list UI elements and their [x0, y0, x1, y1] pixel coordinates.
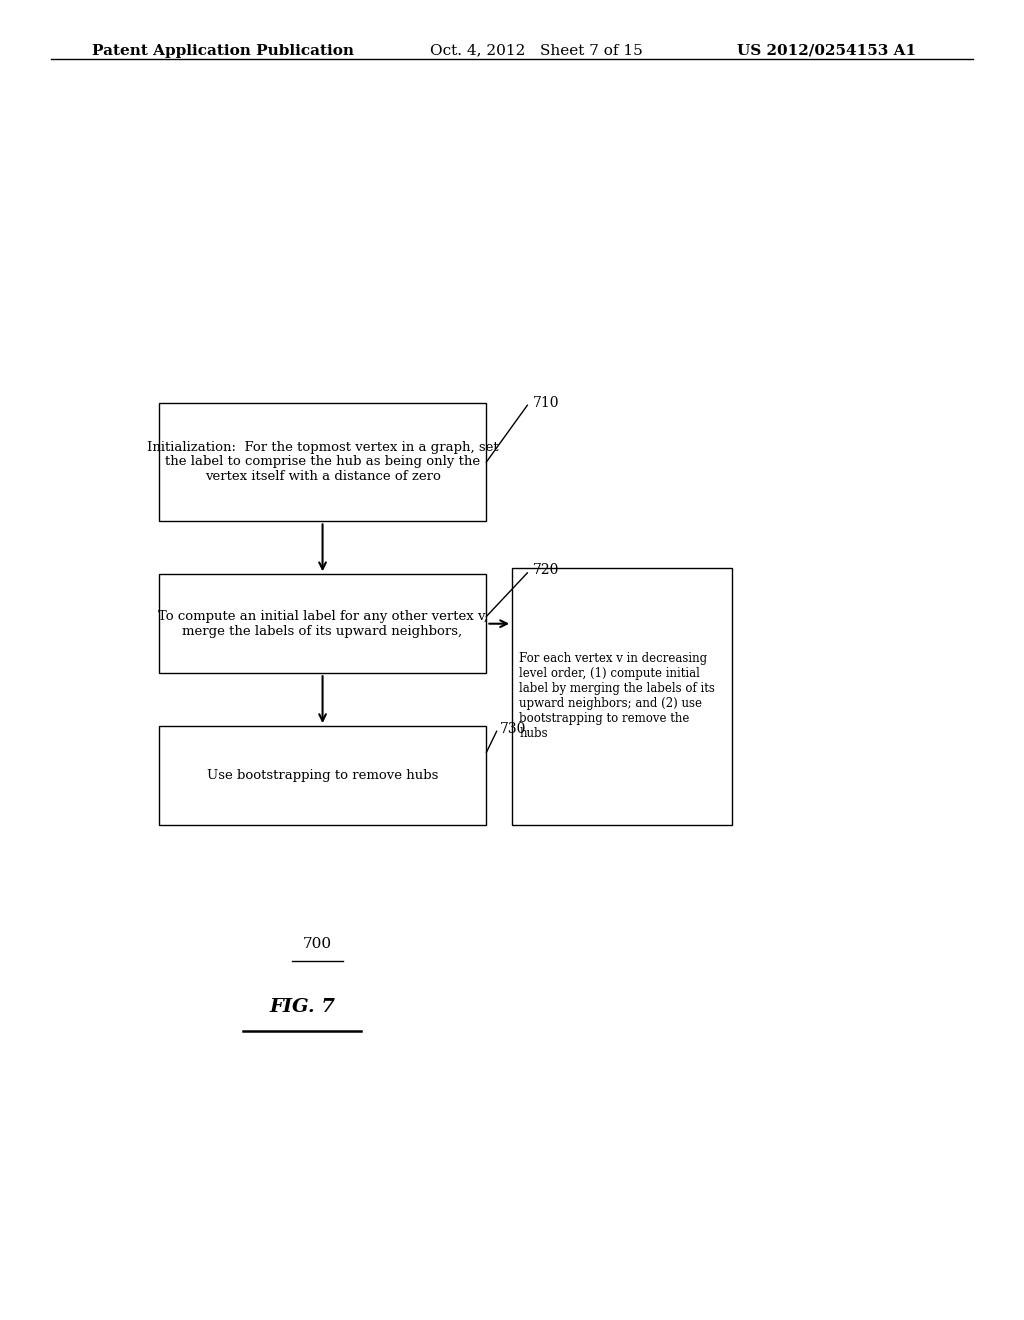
- Text: Initialization:  For the topmost vertex in a graph, set
the label to comprise th: Initialization: For the topmost vertex i…: [146, 441, 499, 483]
- Text: For each vertex v in decreasing
level order, (1) compute initial
label by mergin: For each vertex v in decreasing level or…: [519, 652, 715, 741]
- FancyBboxPatch shape: [159, 574, 486, 673]
- Text: Use bootstrapping to remove hubs: Use bootstrapping to remove hubs: [207, 770, 438, 781]
- FancyBboxPatch shape: [159, 403, 486, 521]
- Text: 700: 700: [303, 937, 332, 950]
- Text: FIG. 7: FIG. 7: [269, 998, 335, 1016]
- FancyBboxPatch shape: [159, 726, 486, 825]
- FancyBboxPatch shape: [512, 568, 732, 825]
- Text: Patent Application Publication: Patent Application Publication: [92, 44, 354, 58]
- Text: 730: 730: [500, 722, 526, 735]
- Text: 720: 720: [532, 564, 559, 577]
- Text: 710: 710: [532, 396, 559, 409]
- Text: Oct. 4, 2012   Sheet 7 of 15: Oct. 4, 2012 Sheet 7 of 15: [430, 44, 643, 58]
- Text: US 2012/0254153 A1: US 2012/0254153 A1: [737, 44, 916, 58]
- Text: To compute an initial label for any other vertex v,
merge the labels of its upwa: To compute an initial label for any othe…: [158, 610, 487, 638]
